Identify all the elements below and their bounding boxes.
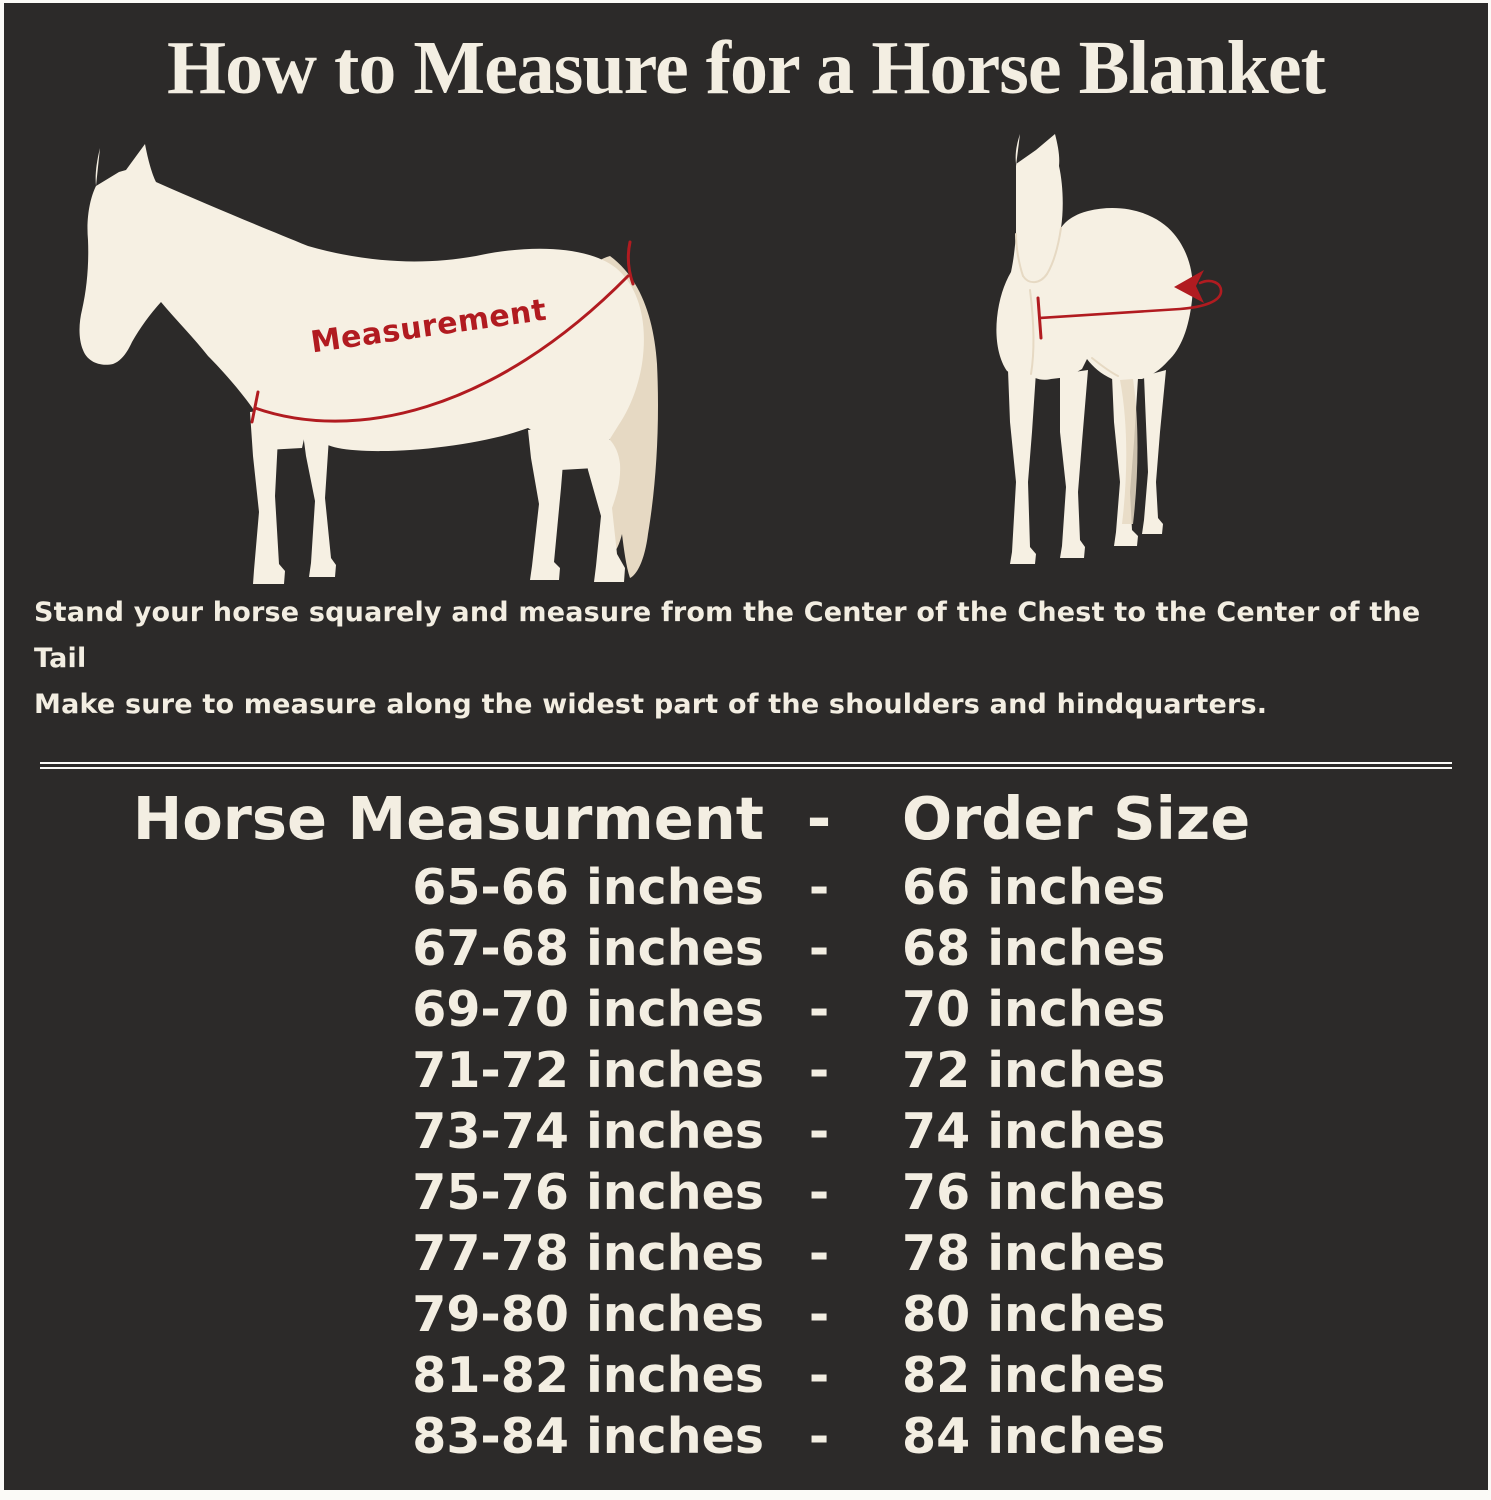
column-header-order-size: Order Size [902,784,1251,854]
order-size: 76 inches [902,1164,1166,1222]
front-horse-right-foreleg [1060,370,1088,559]
table-row: 77-78 inches - 78 inches [4,1223,1488,1284]
order-size: 78 inches [902,1225,1166,1283]
order-size: 82 inches [902,1347,1166,1405]
instruction-line-1: Stand your horse squarely and measure fr… [34,597,1421,675]
order-size: 66 inches [902,859,1166,917]
front-horse-muzzle-line [1022,273,1048,284]
side-horse-front-leg-near [250,411,285,585]
measurement-line [253,274,630,423]
front-horse-hind-leg-far [1142,370,1166,535]
table-row: 69-70 inches - 70 inches [4,979,1488,1040]
row-separator: - [808,981,830,1039]
size-table: Horse Measurment - Order Size 65-66 inch… [4,781,1488,1467]
order-size: 84 inches [902,1408,1166,1466]
size-table-header: Horse Measurment - Order Size [4,781,1488,857]
table-row: 75-76 inches - 76 inches [4,1162,1488,1223]
measurement-range: 79-80 inches [412,1286,764,1344]
row-separator: - [808,1286,830,1344]
table-row: 79-80 inches - 80 inches [4,1284,1488,1345]
order-size: 70 inches [902,981,1166,1039]
page-title: How to Measure for a Horse Blanket [167,26,1326,110]
row-separator: - [808,1042,830,1100]
side-view-horse-diagram: Measurement [79,144,658,585]
section-divider [40,762,1452,770]
horse-diagrams: Measurement [4,114,1488,585]
table-row: 81-82 inches - 82 inches [4,1345,1488,1406]
table-row: 83-84 inches - 84 inches [4,1406,1488,1467]
measurement-range: 77-78 inches [412,1225,764,1283]
measuring-instructions: Stand your horse squarely and measure fr… [34,590,1466,728]
instruction-line-2: Make sure to measure along the widest pa… [34,689,1268,721]
row-separator: - [808,1347,830,1405]
side-horse-silhouette [79,144,644,471]
side-horse-hind-leg-far [528,426,566,581]
front-horse-flank-line [1091,357,1119,378]
row-separator: - [808,1164,830,1222]
measurement-start-tick [250,390,260,424]
measurement-range: 73-74 inches [412,1103,764,1161]
measurement-range: 71-72 inches [412,1042,764,1100]
table-row: 73-74 inches - 74 inches [4,1101,1488,1162]
side-horse-front-leg-far [302,422,336,578]
order-size: 72 inches [902,1042,1166,1100]
order-size: 74 inches [902,1103,1166,1161]
measurement-range: 81-82 inches [412,1347,764,1405]
measurement-range: 65-66 inches [412,859,764,917]
row-separator: - [808,859,830,917]
row-separator: - [808,1225,830,1283]
front-horse-inner-leg-shade [1120,379,1138,525]
measurement-end-tick [626,240,635,286]
measurement-range: 75-76 inches [412,1164,764,1222]
side-horse-hind-leg-near [580,424,625,583]
front-horse-left-foreleg [1008,370,1036,565]
measurement-range: 69-70 inches [412,981,764,1039]
row-separator: - [808,1103,830,1161]
row-separator: - [808,920,830,978]
girth-arrowhead-icon [1174,270,1204,304]
column-header-horse-measurement: Horse Measurment [132,784,764,854]
measurement-range: 83-84 inches [412,1408,764,1466]
front-horse-cheek-line [1046,227,1062,276]
front-horse-chest-crease [1029,289,1035,376]
table-row: 65-66 inches - 66 inches [4,857,1488,918]
table-row: 67-68 inches - 68 inches [4,918,1488,979]
front-horse-silhouette [996,134,1193,381]
row-separator: - [808,1408,830,1466]
measurement-range: 67-68 inches [412,920,764,978]
front-view-horse-diagram [996,134,1223,565]
table-row: 71-72 inches - 72 inches [4,1040,1488,1101]
header-separator: - [806,784,832,854]
girth-measure-line [1038,280,1223,320]
order-size: 68 inches [902,920,1166,978]
infographic-panel: How to Measure for a Horse Blanket Measu… [4,3,1488,1490]
order-size: 80 inches [902,1286,1166,1344]
front-horse-jaw-line [1015,233,1024,278]
